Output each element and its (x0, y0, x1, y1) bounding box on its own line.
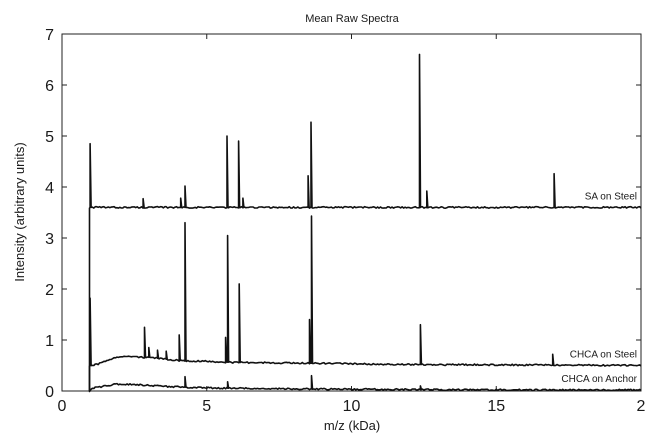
y-tick-label: 5 (45, 129, 54, 146)
y-tick-label: 2 (45, 282, 54, 299)
series-label-chca-on-steel: CHCA on Steel (570, 350, 637, 361)
series-line-chca-on-steel (88, 215, 642, 391)
y-tick-label: 3 (45, 231, 54, 248)
series-line-sa-on-steel (88, 53, 642, 391)
x-tick-label: 10 (343, 398, 361, 415)
x-tick-label: 0 (58, 398, 67, 415)
y-tick-label: 0 (45, 384, 54, 401)
series-line-chca-on-anchor (88, 374, 642, 393)
y-tick-label: 1 (45, 333, 54, 350)
y-tick-label: 6 (45, 78, 54, 95)
series-label-sa-on-steel: SA on Steel (585, 191, 637, 202)
x-tick-label: 15 (487, 398, 505, 415)
y-tick-label: 7 (45, 27, 54, 44)
series-label-chca-on-anchor: CHCA on Anchor (561, 374, 637, 385)
y-axis-label: Intensity (arbitrary units) (12, 142, 27, 281)
chart-title: Mean Raw Spectra (305, 13, 399, 25)
plot-frame (61, 33, 642, 392)
x-tick-label: 2 (637, 398, 646, 415)
x-tick-label: 5 (202, 398, 211, 415)
x-axis-label: m/z (kDa) (324, 418, 380, 433)
y-tick-label: 4 (45, 180, 54, 197)
